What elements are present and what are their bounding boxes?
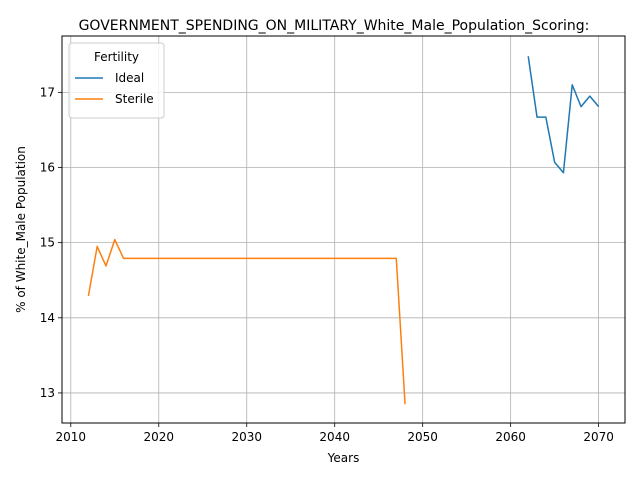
legend: Fertility Ideal Sterile [68,42,165,119]
chart-title: GOVERNMENT_SPENDING_ON_MILITARY_White_Ma… [79,18,590,34]
y-tick-label: 15 [40,236,55,250]
x-tick-label: 2050 [407,430,438,444]
x-tick-label: 2030 [231,430,262,444]
plot-frame [61,35,626,424]
x-tick-label: 2060 [495,430,526,444]
y-tick-label: 17 [40,85,55,99]
series-line-ideal [527,56,600,174]
x-axis-label: Years [327,451,360,465]
x-tick-label: 2020 [143,430,174,444]
y-axis-label: % of White_Male Population [14,146,28,313]
axis-ticks: 2010 2020 2030 2040 2050 2060 2070 13 14 15 16 17 [40,85,614,444]
series-line-sterile [87,238,406,405]
x-tick-label: 2040 [319,430,350,444]
y-tick-label: 16 [40,161,55,175]
series-lines [87,56,600,405]
y-tick-label: 13 [40,386,55,400]
legend-title: Fertility [94,50,139,64]
x-tick-label: 2070 [583,430,614,444]
x-tick-label: 2010 [56,430,87,444]
y-tick-label: 14 [40,311,55,325]
legend-label-ideal: Ideal [115,71,144,85]
legend-label-sterile: Sterile [115,92,154,106]
